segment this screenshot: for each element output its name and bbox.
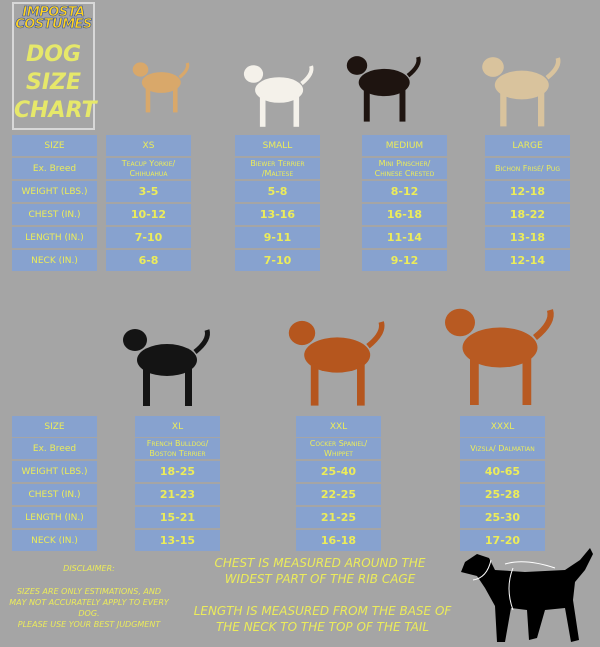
cell-length: 13-18 <box>485 227 570 248</box>
cell-neck: 6-8 <box>106 250 191 271</box>
dog-small-image <box>243 65 314 127</box>
brand-line-2: COSTUMES <box>15 17 93 32</box>
row-label-size: SIZE <box>12 135 97 156</box>
cell-length: 11-14 <box>362 227 447 248</box>
row-label-chest: CHEST (IN.) <box>12 204 97 225</box>
cell-size: XS <box>106 135 191 156</box>
title-line: DOG <box>25 42 82 67</box>
chart-title: DOG SIZE CHART <box>14 41 97 125</box>
cell-breed: Mini Pinscher/ Chinese Crested <box>362 158 447 179</box>
row-label-length: LENGTH (IN.) <box>12 507 97 528</box>
row-label-weight: WEIGHT (LBS.) <box>12 181 97 202</box>
dog-xxl-image <box>288 320 385 406</box>
disclaimer-footer: PLEASE USE YOUR BEST JUDGMENT <box>17 620 161 629</box>
brand-line-1: IMPOSTA <box>22 5 85 20</box>
cell-weight: 3-5 <box>106 181 191 202</box>
cell-chest: 22-25 <box>296 484 381 505</box>
cell-weight: 8-12 <box>362 181 447 202</box>
cell-breed: Vizsla/ Dalmatian <box>460 438 545 459</box>
cell-weight: 5-8 <box>235 181 320 202</box>
brand-logo: IMPOSTA COSTUMES <box>14 5 93 32</box>
cell-length: 7-10 <box>106 227 191 248</box>
dog-medium-image <box>346 56 421 122</box>
cell-weight: 12-18 <box>485 181 570 202</box>
cell-weight: 40-65 <box>460 461 545 482</box>
disclaimer-body: SIZES ARE ONLY ESTIMATIONS, AND MAY NOT … <box>9 587 169 618</box>
row-label-neck: NECK (IN.) <box>12 250 97 271</box>
cell-chest: 13-16 <box>235 204 320 225</box>
cell-size: MEDIUM <box>362 135 447 156</box>
cell-neck: 7-10 <box>235 250 320 271</box>
cell-size: XL <box>135 416 220 437</box>
cell-chest: 21-23 <box>135 484 220 505</box>
cell-length: 15-21 <box>135 507 220 528</box>
title-line: SIZE <box>25 70 81 95</box>
title-line: CHART <box>14 98 97 123</box>
cell-neck: 9-12 <box>362 250 447 271</box>
disclaimer-heading: DISCLAIMER: <box>63 564 115 573</box>
dog-xs-image <box>132 62 190 113</box>
row-label-length: LENGTH (IN.) <box>12 227 97 248</box>
cell-length: 25-30 <box>460 507 545 528</box>
disclaimer: DISCLAIMER: SIZES ARE ONLY ESTIMATIONS, … <box>4 563 174 630</box>
cell-neck: 13-15 <box>135 530 220 551</box>
cell-chest: 25-28 <box>460 484 545 505</box>
cell-length: 9-11 <box>235 227 320 248</box>
cell-chest: 16-18 <box>362 204 447 225</box>
cell-weight: 25-40 <box>296 461 381 482</box>
cell-neck: 17-20 <box>460 530 545 551</box>
cell-weight: 18-25 <box>135 461 220 482</box>
length-note: LENGTH IS MEASURED FROM THE BASE OF THE … <box>193 604 452 634</box>
logo-box: IMPOSTA COSTUMES DOG SIZE CHART <box>12 2 97 130</box>
dog-xxxl-image <box>445 308 554 405</box>
cell-breed: Cocker Spaniel/ Whippet <box>296 438 381 459</box>
row-label-neck: NECK (IN.) <box>12 530 97 551</box>
cell-breed: Biewer Terrier /Maltese <box>235 158 320 179</box>
cell-size: SMALL <box>235 135 320 156</box>
cell-breed: Bichon Frisé/ Pug <box>485 158 570 179</box>
row-label-breed: Ex. Breed <box>12 158 97 179</box>
cell-neck: 12-14 <box>485 250 570 271</box>
measurement-dog-silhouette-icon <box>461 548 593 642</box>
row-label-breed: Ex. Breed <box>12 438 97 459</box>
row-label-size: SIZE <box>12 416 97 437</box>
cell-breed: Teacup Yorkie/ Chihuahua <box>106 158 191 179</box>
cell-size: XXXL <box>460 416 545 437</box>
cell-size: XXL <box>296 416 381 437</box>
cell-neck: 16-18 <box>296 530 381 551</box>
dog-xl-image <box>123 329 210 406</box>
dog-large-image <box>482 57 561 127</box>
row-label-weight: WEIGHT (LBS.) <box>12 461 97 482</box>
cell-size: LARGE <box>485 135 570 156</box>
row-label-chest: CHEST (IN.) <box>12 484 97 505</box>
cell-chest: 10-12 <box>106 204 191 225</box>
cell-length: 21-25 <box>296 507 381 528</box>
chest-note: CHEST IS MEASURED AROUND THE WIDEST PART… <box>214 556 426 586</box>
cell-chest: 18-22 <box>485 204 570 225</box>
cell-breed: French Bulldog/ Boston Terrier <box>135 438 220 459</box>
